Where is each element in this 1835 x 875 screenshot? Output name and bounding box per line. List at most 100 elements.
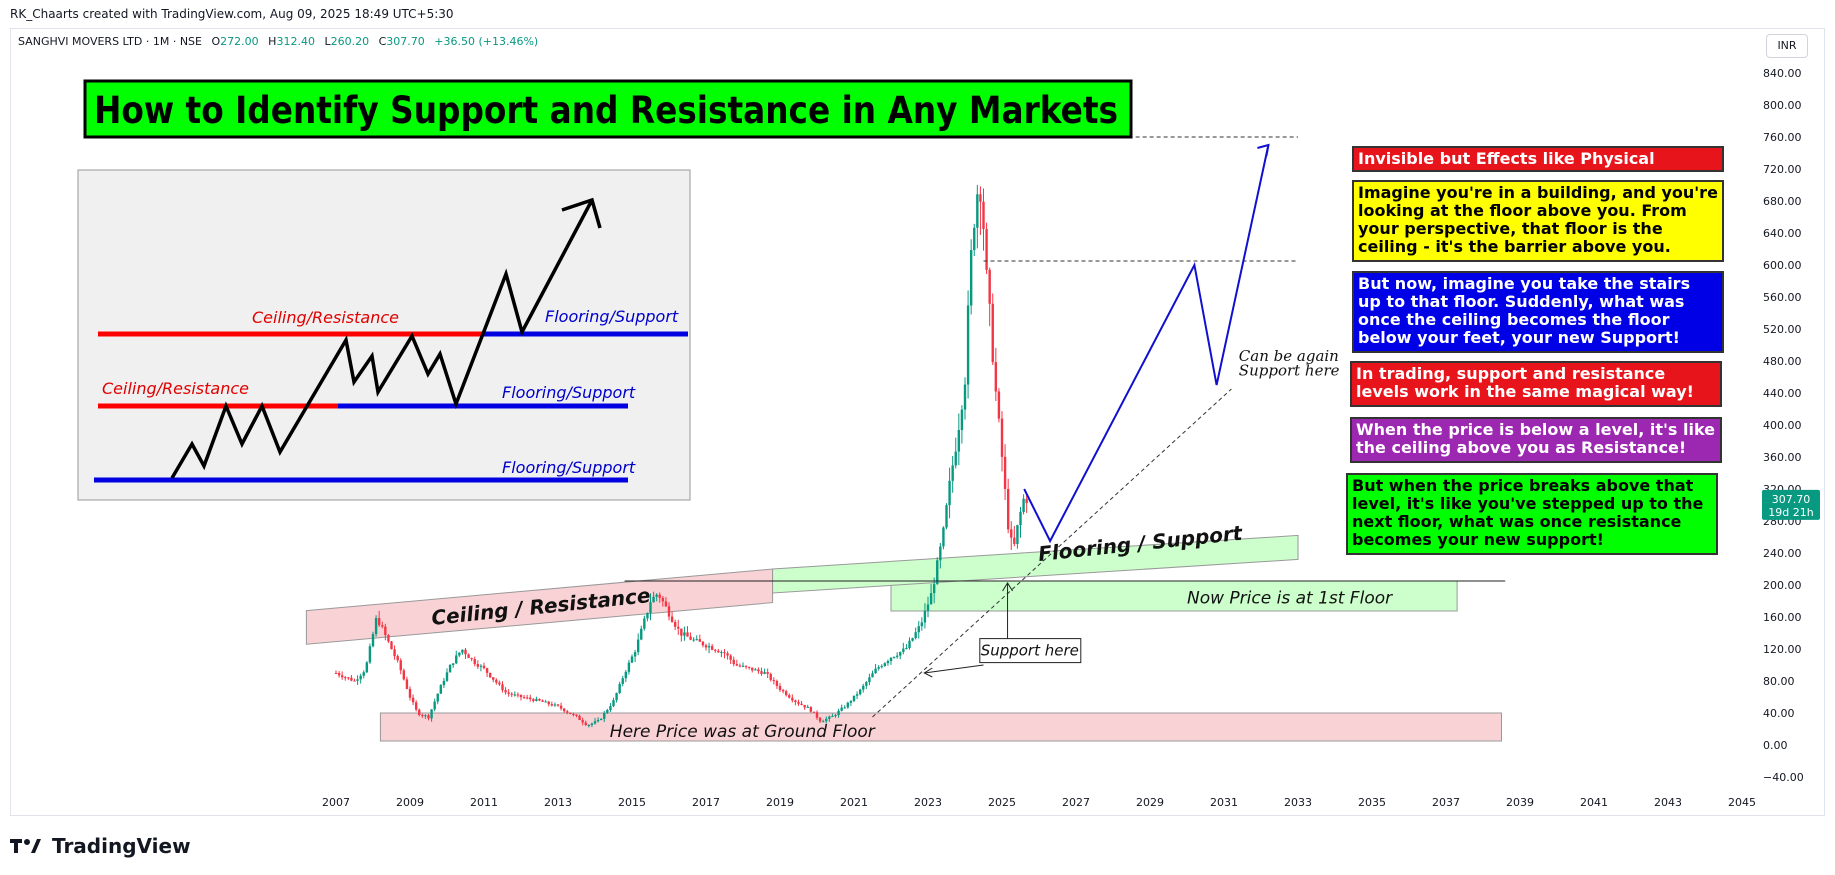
candle-body [578, 715, 581, 721]
close-value: 307.70 [386, 35, 425, 48]
candle-body [624, 671, 628, 679]
candle-body [436, 693, 439, 702]
y-tick-label: 600.00 [1763, 259, 1802, 272]
candle-body [658, 594, 661, 598]
candle-body [340, 675, 344, 678]
candle-body [344, 677, 347, 679]
symbol-legend: SANGHVI MOVERS LTD · 1M · NSE O272.00 H3… [18, 35, 538, 48]
candle-body [547, 701, 550, 705]
candle-body [584, 722, 587, 726]
candle-body [1022, 498, 1025, 512]
candle-body [498, 682, 501, 685]
candle-body [615, 692, 618, 701]
support-here-label: Support here [981, 642, 1079, 660]
candle-body [485, 668, 489, 673]
y-tick-label: 80.00 [1763, 675, 1795, 688]
candle-body [374, 618, 378, 635]
candle-body [507, 692, 510, 694]
candle-body [892, 656, 896, 658]
candle-body [532, 699, 535, 701]
candle-body [954, 451, 957, 466]
candle-body [603, 712, 606, 719]
candle-body [553, 704, 557, 706]
candle-body [492, 677, 495, 680]
candle-body [1016, 525, 1019, 544]
candle-body [430, 709, 433, 719]
candle-body [837, 710, 840, 716]
high-value: 312.40 [276, 35, 315, 48]
can-be-again-label: Can be again [1239, 347, 1339, 365]
candle-body [895, 655, 899, 657]
candle-body [985, 229, 988, 270]
candle-body [337, 673, 341, 676]
candle-body [541, 700, 544, 702]
candle-body [729, 655, 732, 660]
candle-body [640, 628, 643, 640]
x-tick-label: 2019 [766, 796, 794, 809]
callout-box: But when the price breaks above that lev… [1346, 473, 1718, 555]
candle-body [421, 715, 424, 717]
callout-box: In trading, support and resistance level… [1350, 361, 1722, 407]
x-tick-label: 2029 [1136, 796, 1164, 809]
support-arrow-left-head [923, 667, 933, 678]
inset-arrowhead [561, 197, 602, 229]
candle-body [726, 653, 729, 656]
candle-body [751, 667, 754, 671]
candle-body [411, 697, 415, 703]
x-tick-label: 2037 [1432, 796, 1460, 809]
candle-body [381, 625, 384, 627]
candle-body [334, 673, 338, 674]
currency-button[interactable]: INR [1766, 34, 1808, 58]
last-price-value: 307.70 [1772, 493, 1811, 506]
candle-body [427, 715, 430, 719]
tradingview-logo[interactable]: TradingView [10, 834, 191, 858]
candle-body [997, 391, 1001, 419]
candle-body [593, 721, 597, 724]
callout-box: When the price is below a level, it's li… [1350, 417, 1722, 463]
candle-body [692, 639, 695, 641]
candle-body [914, 632, 917, 639]
candle-body [843, 707, 846, 709]
y-tick-label: 440.00 [1763, 387, 1802, 400]
candle-body [791, 697, 794, 701]
candle-body [609, 706, 612, 710]
candle-body [442, 680, 446, 686]
candle-body [720, 652, 723, 654]
y-tick-label: 680.00 [1763, 195, 1802, 208]
candle-body [846, 702, 850, 708]
candle-body [902, 648, 905, 652]
candle-body [513, 694, 517, 696]
candle-body [889, 657, 893, 662]
candle-body [732, 659, 735, 665]
candle-body [926, 604, 930, 611]
candle-body [399, 660, 402, 671]
candle-body [825, 718, 828, 722]
candle-body [710, 646, 714, 650]
title-text: How to Identify Support and Resistance i… [94, 89, 1118, 132]
symbol-name: SANGHVI MOVERS LTD · 1M · NSE [18, 35, 202, 48]
candle-body [525, 697, 529, 699]
candle-body [655, 594, 658, 597]
candle-body [821, 721, 825, 723]
candle-body [519, 694, 523, 698]
candle-body [834, 715, 837, 717]
candle-body [630, 656, 634, 663]
candle-body [621, 678, 624, 684]
low-value: 260.20 [330, 35, 370, 48]
candle-body [754, 669, 757, 671]
candle-body [803, 704, 806, 708]
candle-body [445, 672, 449, 681]
candle-body [544, 701, 547, 703]
candle-body [680, 628, 683, 636]
candle-body [815, 712, 819, 718]
candle-body [905, 647, 908, 649]
x-tick-label: 2011 [470, 796, 498, 809]
x-tick-label: 2009 [396, 796, 424, 809]
y-tick-label: 640.00 [1763, 227, 1802, 240]
candle-body [424, 715, 427, 717]
candle-body [572, 714, 575, 716]
inset-flooring-top-label: Flooring/Support [545, 307, 679, 326]
candle-body [501, 684, 504, 691]
candle-body [683, 632, 686, 636]
